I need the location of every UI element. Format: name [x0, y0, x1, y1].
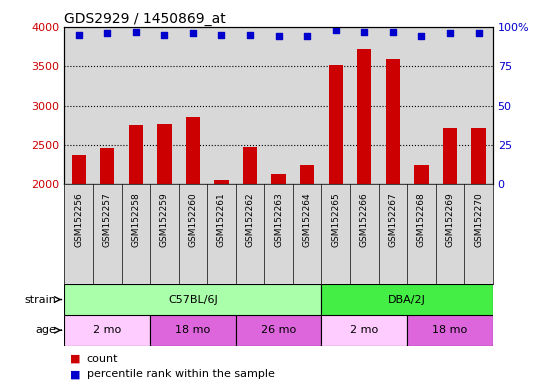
Bar: [129, 125, 143, 184]
Text: GSM152257: GSM152257: [102, 192, 112, 247]
Text: GSM152267: GSM152267: [388, 192, 398, 247]
Bar: [236, 315, 321, 346]
Point: [446, 30, 455, 36]
Point: [188, 30, 198, 36]
Text: ■: ■: [70, 354, 81, 364]
Bar: [64, 315, 150, 346]
Point: [388, 28, 397, 35]
Point: [360, 28, 368, 35]
Bar: [186, 117, 200, 184]
Bar: [64, 284, 321, 315]
Bar: [157, 124, 171, 184]
Text: 18 mo: 18 mo: [432, 325, 468, 335]
Bar: [214, 180, 228, 184]
Bar: [300, 166, 314, 184]
Bar: [329, 65, 343, 184]
Point: [245, 32, 254, 38]
Text: GSM152263: GSM152263: [274, 192, 283, 247]
Bar: [357, 49, 371, 184]
Point: [274, 33, 283, 40]
Text: DBA/2J: DBA/2J: [388, 295, 426, 305]
Point: [302, 33, 311, 40]
Text: GSM152259: GSM152259: [160, 192, 169, 247]
Text: count: count: [87, 354, 118, 364]
Point: [474, 30, 483, 36]
Bar: [407, 315, 493, 346]
Text: 18 mo: 18 mo: [175, 325, 211, 335]
Text: C57BL/6J: C57BL/6J: [168, 295, 218, 305]
Text: 26 mo: 26 mo: [261, 325, 296, 335]
Text: 2 mo: 2 mo: [350, 325, 379, 335]
Bar: [321, 315, 407, 346]
Text: age: age: [35, 325, 56, 335]
Bar: [72, 155, 86, 184]
Text: GSM152265: GSM152265: [331, 192, 340, 247]
Bar: [386, 59, 400, 184]
Text: strain: strain: [24, 295, 56, 305]
Bar: [321, 284, 493, 315]
Text: percentile rank within the sample: percentile rank within the sample: [87, 369, 274, 379]
Point: [217, 32, 226, 38]
Text: GSM152256: GSM152256: [74, 192, 83, 247]
Point: [417, 33, 426, 40]
Text: ■: ■: [70, 369, 81, 379]
Text: GDS2929 / 1450869_at: GDS2929 / 1450869_at: [64, 12, 226, 26]
Bar: [243, 147, 257, 184]
Bar: [472, 128, 486, 184]
Point: [160, 32, 169, 38]
Text: GSM152261: GSM152261: [217, 192, 226, 247]
Point: [74, 32, 83, 38]
Point: [103, 30, 112, 36]
Point: [331, 27, 340, 33]
Text: GSM152268: GSM152268: [417, 192, 426, 247]
Text: GSM152266: GSM152266: [360, 192, 369, 247]
Bar: [414, 166, 428, 184]
Point: [131, 28, 140, 35]
Bar: [150, 315, 236, 346]
Bar: [100, 148, 114, 184]
Text: GSM152270: GSM152270: [474, 192, 483, 247]
Text: 2 mo: 2 mo: [93, 325, 122, 335]
Text: GSM152260: GSM152260: [188, 192, 198, 247]
Text: GSM152264: GSM152264: [302, 192, 312, 247]
Bar: [443, 128, 457, 184]
Text: GSM152258: GSM152258: [131, 192, 141, 247]
Text: GSM152269: GSM152269: [445, 192, 455, 247]
Bar: [272, 174, 286, 184]
Text: GSM152262: GSM152262: [245, 192, 255, 247]
